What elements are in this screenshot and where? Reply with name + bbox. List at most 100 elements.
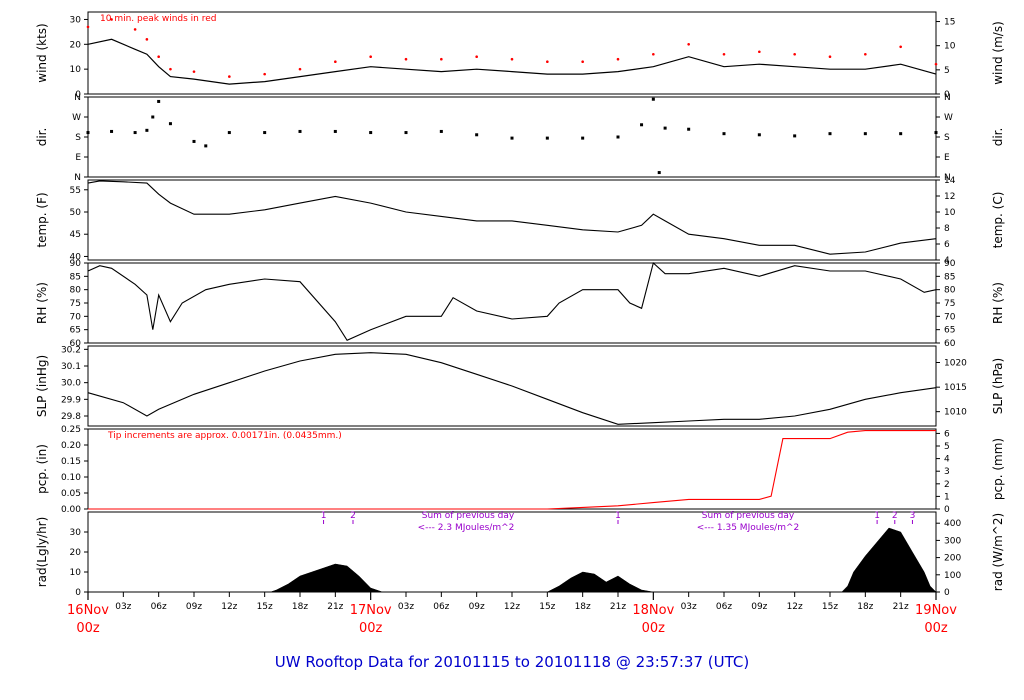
pcp-right-tick-label: 1 [944,492,950,502]
slp-panel-frame [87,345,937,427]
time-axis-hour-label: 15z [822,602,838,612]
rh-left-tick-label: 85 [70,272,81,282]
dir-point [545,136,549,140]
pcp-note: Tip increments are approx. 0.00171in. (0… [107,431,342,441]
rad-right-tick-label: 200 [944,554,961,564]
wind-speed-line [87,38,937,85]
dir-left-axis-label: dir. [35,128,49,147]
rh-left-axis-label: RH (%) [35,282,49,324]
dir-point [145,128,149,132]
wind-right-axis-label: wind (m/s) [991,21,1005,85]
slp-line [87,352,937,425]
rh-right-tick-label: 75 [944,299,955,309]
wind-peak-point [110,18,113,21]
wind-left-tick-label: 0 [75,90,81,100]
pcp-left-tick-label: 0.05 [61,489,81,499]
rh-left-tick-label: 75 [70,299,81,309]
rad-right-axis-label: rad (W/m^2) [991,513,1005,591]
rad-marker-label: 2 [350,511,356,521]
dir-left-tick-label: W [72,113,81,123]
dir-right-tick-label: N [944,173,951,183]
pcp-panel-frame [87,428,937,510]
rh-left-tick-label: 60 [70,339,82,349]
time-axis-hour-label: 06z [151,602,167,612]
slp-left-axis-label: SLP (inHg) [35,355,49,417]
wind-peak-point [687,43,690,46]
pcp-left-tick-label: 0.00 [61,505,81,515]
dir-point [657,171,661,175]
wind-right-tick-label: 10 [944,42,956,52]
pcp-right-tick-label: 3 [944,467,950,477]
dir-point [227,131,231,135]
rh-right-tick-label: 70 [944,312,956,322]
rh-right-tick-label: 65 [944,326,955,336]
temp-right-tick-label: 10 [944,208,956,218]
wind-peak-point [652,52,655,56]
time-axis-day-label: 18Nov [632,603,674,618]
time-axis-hour-label: 21z [610,602,626,612]
dir-point [369,131,373,135]
pcp-left-tick-label: 0.10 [61,473,81,483]
wind-peak-point [828,55,832,59]
wind-right-tick-label: 0 [944,90,950,100]
dir-point [151,115,155,119]
wind-left-tick-label: 30 [70,15,82,25]
wind-note: 10 min. peak winds in red [100,14,217,24]
dir-point [793,134,797,138]
dir-point [192,139,196,143]
time-axis-hour-label: 09z [469,602,485,612]
wind-left-tick-label: 20 [70,40,82,50]
wind-peak-point [616,57,620,61]
rh-line [87,261,937,341]
dir-left-tick-label: E [75,153,81,163]
dir-right-axis-label: dir. [991,128,1005,147]
rad-right-tick-label: 400 [944,519,961,529]
rad-left-tick-label: 30 [70,528,82,538]
pcp-left-tick-label: 0.25 [61,425,81,435]
pcp-left-tick-label: 0.20 [61,441,81,451]
wind-peak-point [546,60,549,63]
rad-right-tick-label: 100 [944,571,961,581]
rad-sum-label: Sum of previous day [702,511,795,521]
wind-peak-point [758,50,761,54]
rad-right-tick-label: 300 [944,536,961,546]
rh-left-tick-label: 80 [70,286,82,296]
time-axis-day-hour: 00z [359,621,383,636]
wind-peak-point [192,70,196,73]
time-axis-hour-label: 03z [681,602,697,612]
wind-peak-point [228,75,231,78]
temp-panel-frame [87,179,937,261]
time-axis-hour-label: 12z [787,602,803,612]
time-axis-hour-label: 12z [221,602,237,612]
time-axis-hour-label: 18z [857,602,873,612]
wind-peak-point [793,52,796,56]
time-axis-hour-label: 21z [893,602,909,612]
wind-peak-point [510,57,514,61]
temp-left-tick-label: 50 [70,208,82,218]
rad-marker-label: 2 [892,511,898,521]
dir-right-tick-label: S [944,133,950,143]
time-axis-hour-label: 06z [716,602,732,612]
dir-point [651,97,655,101]
temp-right-tick-label: 14 [944,176,956,186]
temp-left-tick-label: 45 [70,230,81,240]
temp-right-tick-label: 12 [944,192,955,202]
temp-line [87,180,937,255]
rad-marker-label: 1 [321,511,327,521]
dir-point [404,131,408,135]
dir-point [899,132,903,136]
wind-peak-point [722,52,726,56]
rh-left-tick-label: 70 [70,312,82,322]
wind-panel-frame [87,11,937,95]
time-axis-hour-label: 18z [292,602,308,612]
rh-left-tick-label: 65 [70,326,81,336]
slp-right-tick-label: 1020 [944,359,967,369]
pcp-right-tick-label: 0 [944,505,950,515]
dir-point [110,129,114,133]
wind-peak-point [86,25,90,29]
rad-marker-label: 1 [615,511,621,521]
dir-point [333,129,337,133]
slp-right-tick-label: 1010 [944,408,967,418]
dir-point [298,129,302,133]
dir-point [616,135,620,139]
